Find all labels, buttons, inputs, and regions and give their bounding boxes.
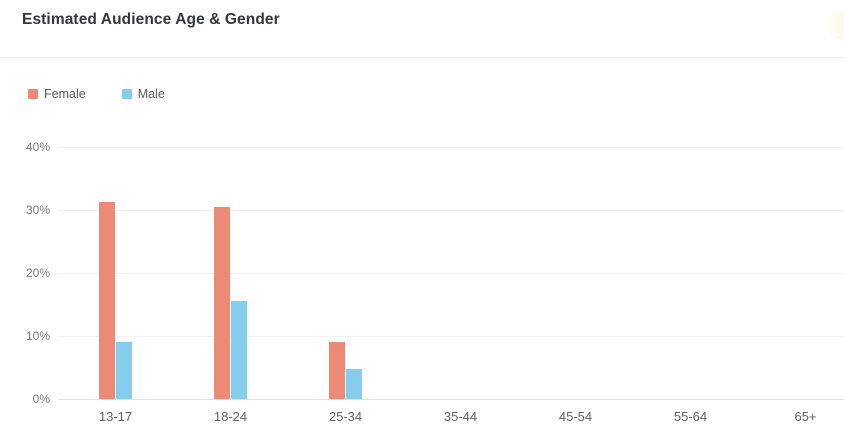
x-tick-label: 13-17 [98,409,133,424]
chart-legend: Female Male [28,87,201,101]
legend-label: Male [137,87,165,101]
gridline [58,210,844,211]
bar-male-25-34[interactable] [345,369,362,399]
x-tick-label: 35-44 [443,409,478,424]
legend-item-female[interactable]: Female [28,87,86,101]
x-tick-label: 55-64 [673,409,708,424]
x-tick-label: 25-34 [328,409,363,424]
bar-male-18-24[interactable] [230,301,247,399]
y-tick-label: 10% [25,329,50,343]
card-title: Estimated Audience Age & Gender [22,11,280,28]
x-tick-label: 45-54 [558,409,593,424]
y-tick-label: 0% [32,392,50,406]
legend-swatch-male [121,89,132,99]
header-divider [0,57,844,58]
legend-item-male[interactable]: Male [121,87,165,101]
legend-label: Female [44,87,86,101]
x-axis-baseline [58,399,844,400]
x-tick-label: 65+ [794,409,817,424]
cutoff-help-bubble-icon[interactable] [827,12,844,39]
gridline [58,147,844,148]
bar-female-25-34[interactable] [328,342,345,399]
x-tick-label: 18-24 [213,409,248,424]
gridline [58,336,844,337]
bar-male-13-17[interactable] [115,342,132,399]
gridline [58,273,844,274]
bar-female-18-24[interactable] [213,207,230,399]
bar-female-13-17[interactable] [98,202,115,399]
legend-swatch-female [28,89,38,99]
y-tick-label: 40% [25,140,50,154]
y-tick-label: 20% [25,266,50,280]
y-tick-label: 30% [25,203,50,217]
